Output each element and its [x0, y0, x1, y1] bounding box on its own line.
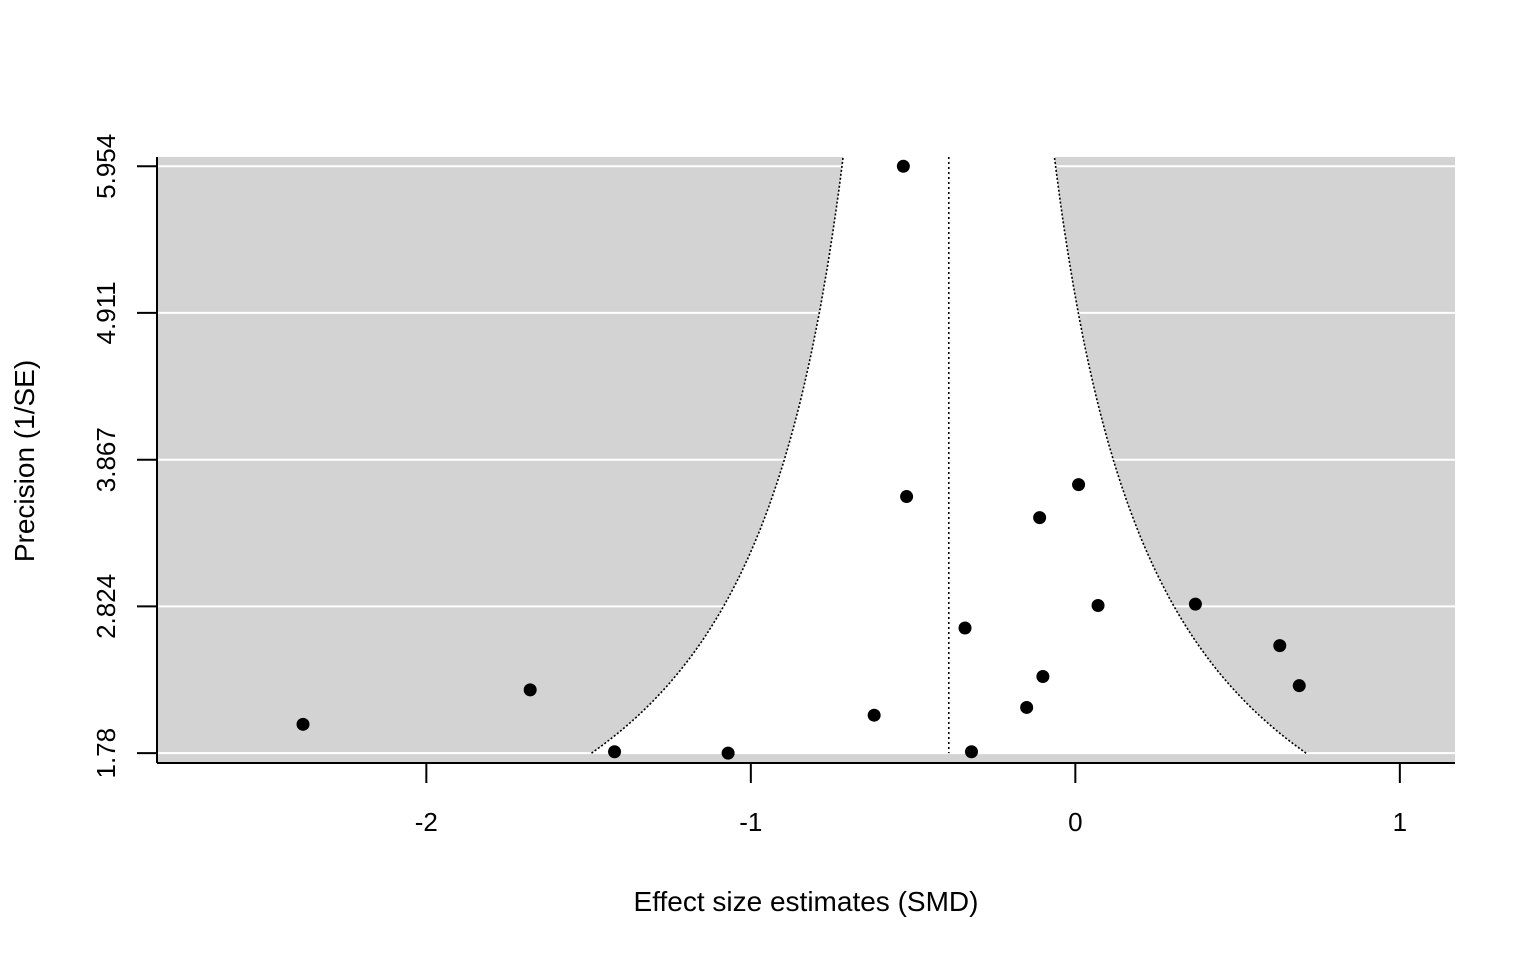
plot-area — [157, 156, 1455, 763]
data-point — [896, 159, 910, 173]
x-tick-label: 1 — [1393, 807, 1407, 837]
y-tick-label: 3.867 — [91, 427, 121, 492]
y-tick-label: 5.954 — [91, 134, 121, 199]
data-point — [1020, 700, 1034, 714]
data-point — [721, 746, 735, 760]
data-point — [296, 717, 310, 731]
x-tick-label: -1 — [739, 807, 762, 837]
data-point — [1033, 511, 1047, 525]
data-point — [1292, 679, 1306, 693]
x-tick-label: -2 — [415, 807, 438, 837]
x-axis-title: Effect size estimates (SMD) — [634, 886, 979, 917]
x-tick-label: 0 — [1068, 807, 1082, 837]
data-point — [1273, 639, 1287, 653]
y-axis-title: Precision (1/SE) — [9, 360, 40, 562]
data-point — [1036, 670, 1050, 684]
y-tick-label: 1.78 — [91, 728, 121, 779]
data-point — [900, 490, 914, 504]
y-axis: 1.78 2.824 3.867 4.911 5.954 — [91, 134, 158, 779]
y-tick-label: 4.911 — [91, 281, 121, 344]
data-point — [1188, 597, 1202, 611]
data-point — [523, 683, 537, 697]
data-point — [1091, 599, 1105, 613]
y-tick-label: 2.824 — [91, 574, 121, 639]
data-point — [958, 621, 972, 635]
non-significant-region — [591, 157, 1307, 754]
data-point — [964, 745, 978, 759]
data-point — [608, 745, 622, 759]
data-point — [1072, 478, 1086, 492]
x-axis: -2 -1 0 1 — [157, 762, 1455, 837]
data-point — [867, 708, 881, 722]
